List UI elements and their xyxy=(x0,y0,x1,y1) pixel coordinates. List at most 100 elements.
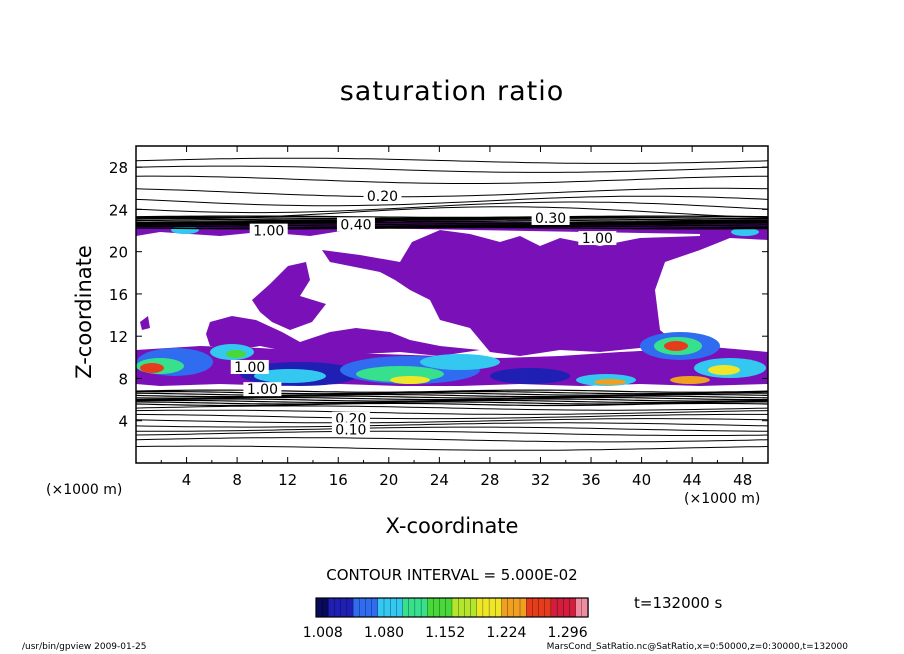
x-axis-unit-left: (×1000 m) xyxy=(46,482,123,498)
contour-label-bg xyxy=(249,223,288,238)
supersaturated-dot-left xyxy=(140,316,150,330)
colorbar-cell xyxy=(507,597,515,618)
contour-line-upper xyxy=(136,187,768,198)
colorbar-cell xyxy=(334,597,342,618)
contour-line-dense-upper xyxy=(136,218,768,221)
colorbar-cell xyxy=(464,597,472,618)
colorbar-cell xyxy=(352,597,360,618)
contour-label: 0.30 xyxy=(535,211,566,227)
x-axis-unit-right: (×1000 m) xyxy=(684,491,761,507)
colorbar-cell xyxy=(575,597,583,618)
supersaturated-blob-mid xyxy=(206,316,480,356)
contour-label: 1.00 xyxy=(582,231,613,247)
contour-line-upper xyxy=(136,165,768,173)
colorbar-cell xyxy=(359,597,367,618)
colorbar-cell xyxy=(365,597,373,618)
colorbar-cell xyxy=(482,597,490,618)
contour-label: 1.00 xyxy=(247,382,278,398)
contour-line-upper xyxy=(136,175,768,184)
colorbar-cell xyxy=(550,597,558,618)
colorbar-cell xyxy=(390,597,398,618)
contour-interval-label: CONTOUR INTERVAL = 5.000E-02 xyxy=(326,566,578,584)
contour-line-dense-upper xyxy=(136,221,768,225)
y-tick-label: 24 xyxy=(109,201,128,219)
contour-line-dense-lower xyxy=(136,389,768,393)
contour-label-bg xyxy=(331,411,370,426)
contour-line-dense-upper xyxy=(136,225,768,229)
x-tick-label: 12 xyxy=(278,471,297,489)
contour-line-lower xyxy=(136,405,768,411)
colorbar-cell xyxy=(513,597,521,618)
contour-label-bg xyxy=(243,382,282,397)
contour-label: 1.00 xyxy=(253,224,284,240)
contour-line-lower xyxy=(136,409,768,415)
time-label: t=132000 s xyxy=(634,594,723,612)
contour-label: 0.40 xyxy=(340,217,371,233)
colorbar-frame xyxy=(315,597,589,618)
contour-line-dense-upper xyxy=(136,215,768,219)
x-tick-label: 40 xyxy=(632,471,651,489)
x-tick-label: 16 xyxy=(329,471,348,489)
x-tick-label: 36 xyxy=(581,471,600,489)
colorbar-cell xyxy=(563,597,571,618)
x-tick-label: 44 xyxy=(683,471,702,489)
footer-source: MarsCond_SatRatio.nc@SatRatio,x=0:50000,… xyxy=(546,642,848,652)
contour-line-upper xyxy=(136,195,768,207)
y-tick-label: 12 xyxy=(109,328,128,346)
supersaturated-blob-left xyxy=(252,262,326,330)
colorbar-cell xyxy=(458,597,466,618)
y-tick-label: 8 xyxy=(118,370,128,388)
x-tick-label: 32 xyxy=(531,471,550,489)
colorbar-cell xyxy=(544,597,552,618)
colorbar-cell xyxy=(519,597,527,618)
chart-title: saturation ratio xyxy=(339,76,565,107)
x-tick-label: 28 xyxy=(480,471,499,489)
contour-label: 0.20 xyxy=(367,189,398,205)
colorbar-cell xyxy=(408,597,416,618)
x-axis-label: X-coordinate xyxy=(385,514,519,538)
colorbar-cell xyxy=(396,597,404,618)
colorbar-cell xyxy=(445,597,453,618)
contour-label-bg xyxy=(331,422,370,437)
colorbar-cell xyxy=(532,597,540,618)
colorbar-cell xyxy=(538,597,546,618)
contour-line-lower xyxy=(136,426,768,432)
colorbar: 1.008 1.080 1.152 1.224 1.296 xyxy=(303,597,589,641)
contour-labels: 0.200.300.401.00 1.001.001.000.200.10 xyxy=(230,188,617,438)
contour-line-dense-lower xyxy=(136,399,768,404)
contour-label-bg xyxy=(363,188,402,203)
colorbar-cell xyxy=(433,597,441,618)
supersaturation-cells xyxy=(136,226,766,386)
contour-lines xyxy=(136,157,768,451)
colorbar-cell xyxy=(476,597,484,618)
contour-line-dense-upper xyxy=(136,226,768,230)
x-tick-label: 4 xyxy=(182,471,192,489)
colorbar-cell xyxy=(383,597,391,618)
colorbar-cell xyxy=(495,597,503,618)
colorbar-cell xyxy=(340,597,348,618)
colorbar-tick-label: 1.224 xyxy=(486,625,526,641)
fill-layer xyxy=(136,222,768,386)
colorbar-cell xyxy=(420,597,428,618)
colorbar-cell xyxy=(569,597,577,618)
colorbar-cell xyxy=(414,597,422,618)
contour-line-lower xyxy=(136,430,768,436)
colorbar-cell xyxy=(501,597,509,618)
x-tick-label: 8 xyxy=(232,471,242,489)
y-tick-label: 28 xyxy=(109,159,128,177)
contour-label-bg xyxy=(336,217,375,232)
colorbar-cell xyxy=(371,597,379,618)
contour-line-dense-lower xyxy=(136,396,768,401)
contour-line-dense-upper xyxy=(136,223,768,226)
y-tick-label: 20 xyxy=(109,244,128,262)
colorbar-cell xyxy=(346,597,354,618)
colorbar-cell xyxy=(328,597,336,618)
colorbar-cell xyxy=(556,597,564,618)
colorbar-cell xyxy=(439,597,447,618)
contour-line-lower xyxy=(136,445,768,451)
contour-label: 1.00 xyxy=(234,360,265,376)
colorbar-cell xyxy=(526,597,534,618)
contour-line-upper xyxy=(136,201,768,214)
